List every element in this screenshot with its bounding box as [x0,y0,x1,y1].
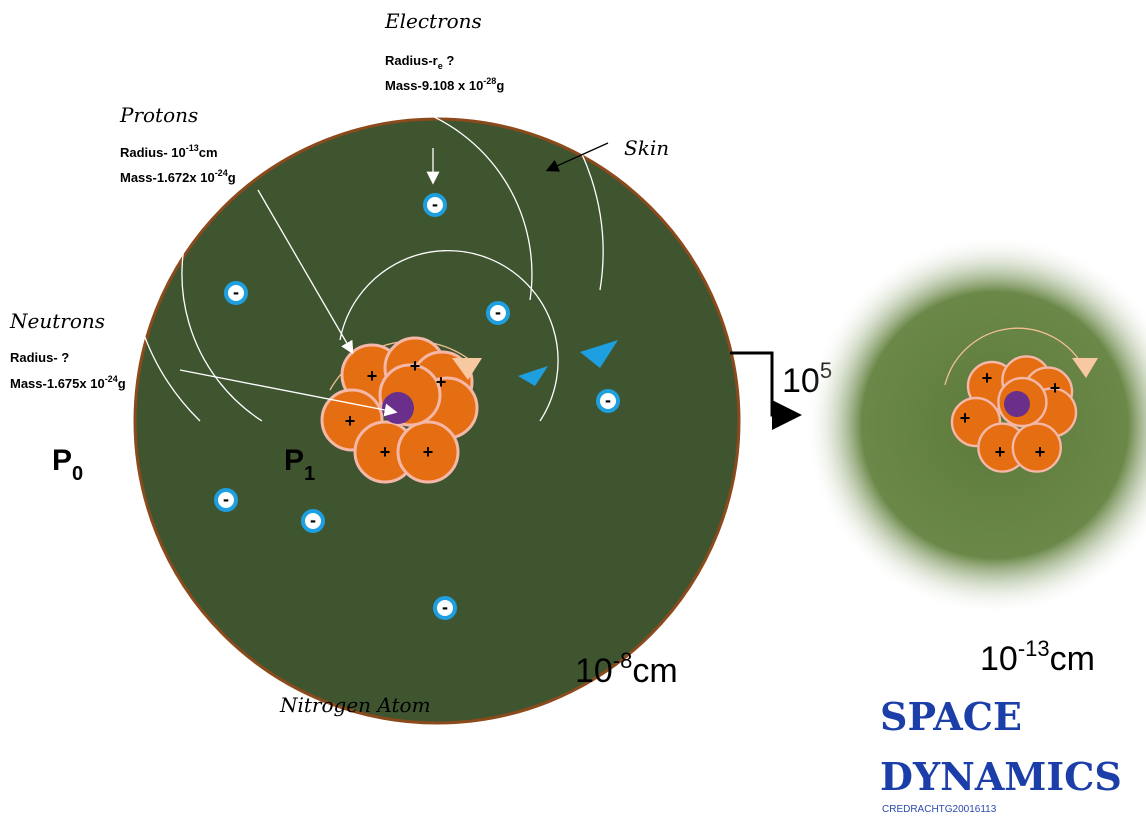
electron [433,596,457,620]
label: P0 [52,444,83,485]
electron [224,281,248,305]
neutron-cluster [382,392,414,424]
orbit-arrow [452,358,482,380]
t: -13 [186,143,199,153]
t: g [228,170,236,185]
t: P [52,444,72,477]
t: 10 [980,640,1018,678]
t: -24 [105,374,118,384]
t: -8 [613,648,633,673]
t: Radius- 10 [120,145,186,160]
orbit-arrow [1072,358,1098,378]
t: e [438,61,443,71]
label: Mass-9.108 x 10-28g [385,76,504,93]
t: cm [199,145,218,160]
label: P1 [284,444,315,485]
electron-sign: - [495,304,501,322]
label: Neutrons [9,309,105,333]
proton-sign: + [960,408,971,428]
caption: Nitrogen Atom [279,693,431,717]
pointer [257,189,354,355]
label: Mass-1.675x 10-24g [10,374,126,391]
t: -24 [215,168,228,178]
label: 10-13cm [980,636,1095,678]
electron-sign: - [442,599,448,617]
electron-sign: - [310,512,316,530]
t: -28 [483,76,496,86]
label: Radius-re ? [385,53,454,71]
orbit-arrow [518,366,548,386]
proton-sign: + [995,442,1006,462]
orbit-arrow [580,340,618,368]
proton-sign: + [1050,378,1061,398]
logo: SPACE [880,694,1022,739]
t: Radius-r [385,53,438,68]
electron-sign: - [233,284,239,302]
neutron-cluster [1004,391,1030,417]
label: Mass-1.672x 10-24g [120,168,236,185]
t: g [496,78,504,93]
t: Mass-9.108 x 10 [385,78,483,93]
orbit [944,327,1086,386]
proton-sign: + [1035,442,1046,462]
t: -13 [1018,636,1050,661]
t: 10 [575,652,613,690]
label: Protons [119,103,198,127]
electron [214,488,238,512]
label: Electrons [384,9,482,33]
t: 0 [72,463,83,485]
proton-sign: + [367,366,378,386]
t: ? [443,53,455,68]
t: g [118,376,126,391]
electron [301,509,325,533]
proton-sign: + [423,442,434,462]
proton-sign: + [410,356,421,376]
electron-sign: - [432,196,438,214]
t: Mass-1.675x 10 [10,376,105,391]
electron [423,193,447,217]
electron [486,301,510,325]
t: P [284,444,304,477]
t: 1 [304,463,315,485]
electron-sign: - [605,392,611,410]
credit: CREDRACHTG20016113 [882,804,997,815]
proton-sign: + [982,368,993,388]
electron [596,389,620,413]
label: Radius- ? [10,350,69,365]
t: Mass-1.672x 10 [120,170,215,185]
logo: DYNAMICS [880,754,1122,799]
proton-sign: + [436,372,447,392]
label: 10-8cm [575,648,678,690]
pointer [545,142,609,172]
label: Radius- 10-13cm [120,143,218,160]
t: cm [632,652,677,690]
electron-sign: - [223,491,229,509]
zoom-arrow [730,351,802,430]
proton-sign: + [380,442,391,462]
t: cm [1050,640,1095,678]
label: Skin [624,136,669,160]
proton-sign: + [345,411,356,431]
pointer [179,369,398,417]
